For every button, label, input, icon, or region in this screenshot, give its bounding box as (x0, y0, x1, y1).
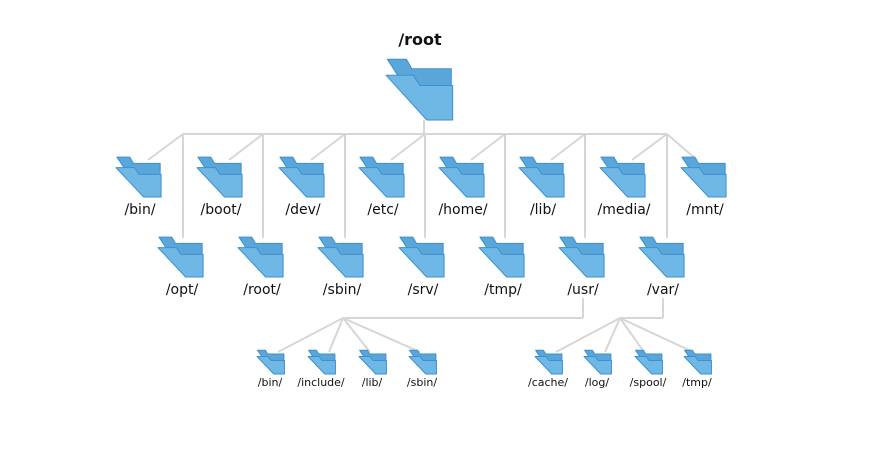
var-child-connector-log (604, 317, 621, 353)
usr-child-label-sbin: /sbin/ (406, 376, 438, 389)
second-row-label-srv: /srv/ (407, 282, 439, 298)
second-row-label-usr: /usr/ (567, 282, 599, 298)
top-connector-boot (228, 133, 264, 161)
top-row-label-media: /media/ (597, 202, 651, 218)
top-row-label-lib: /lib/ (529, 202, 557, 218)
folder-icon-media (599, 156, 646, 198)
folder-icon-var-spool (634, 349, 663, 375)
var-child-connector-cache (555, 317, 621, 353)
second-row-label-sbin: /sbin/ (322, 282, 362, 298)
folder-icon-root-row2 (237, 236, 284, 278)
usr-child-label-bin: /bin/ (257, 376, 283, 389)
second-row-label-tmp: /tmp/ (484, 282, 522, 298)
folder-icon-mnt (680, 156, 727, 198)
folder-icon-home (438, 156, 485, 198)
top-connector-home (470, 133, 506, 161)
top-connector-media (631, 133, 668, 161)
second-row-label-var: /var/ (646, 282, 680, 298)
second-row-label-opt: /opt/ (165, 282, 199, 298)
top-connector-lib (550, 133, 586, 161)
usr-child-connector-lib (342, 317, 371, 353)
top-row-label-dev: /dev/ (285, 202, 321, 218)
folder-icon-tmp-row2 (478, 236, 525, 278)
folder-icon-usr-lib (358, 349, 387, 375)
folder-icon-var-row2 (638, 236, 685, 278)
var-child-label-cache: /cache/ (528, 376, 568, 389)
top-connector-etc (390, 133, 426, 161)
top-row-label-etc: /etc/ (367, 202, 399, 218)
root-folder-icon (385, 58, 454, 121)
folder-icon-var-cache (534, 349, 563, 375)
second-row-label-root: /root/ (243, 282, 281, 298)
folder-icon-dev (278, 156, 325, 198)
var-child-label-log: /log/ (584, 376, 610, 389)
folder-icon-usr-sbin (408, 349, 437, 375)
var-child-connector-spool (619, 317, 645, 353)
folder-icon-srv-row2 (398, 236, 445, 278)
root-label: /root (398, 30, 442, 49)
folder-icon-var-log (583, 349, 612, 375)
top-connector-mnt (666, 133, 698, 161)
usr-child-connector-bin (277, 317, 344, 353)
top-connector-bin (147, 133, 184, 161)
folder-icon-usr-bin (256, 349, 285, 375)
folder-icon-bin (115, 156, 162, 198)
top-row-label-mnt: /mnt/ (686, 202, 724, 218)
usr-child-connector-include (328, 317, 344, 353)
var-child-connector-tmp (619, 317, 694, 353)
top-connector-dev (310, 133, 346, 161)
top-row-label-boot: /boot/ (200, 202, 242, 218)
folder-icon-var-tmp (683, 349, 712, 375)
folder-icon-sbin-row2 (317, 236, 364, 278)
usr-child-label-include: /include/ (297, 376, 345, 389)
folder-icon-lib (518, 156, 565, 198)
top-row-label-home: /home/ (438, 202, 488, 218)
folder-icon-etc (358, 156, 405, 198)
var-child-label-tmp: /tmp/ (682, 376, 712, 389)
folder-icon-boot (196, 156, 243, 198)
connector-lines (147, 120, 698, 353)
folder-icon-opt-row2 (157, 236, 204, 278)
folder-icon-usr-include (307, 349, 336, 375)
usr-child-connector-sbin (342, 317, 421, 353)
var-child-label-spool: /spool/ (629, 376, 667, 389)
usr-child-label-lib: /lib/ (361, 376, 383, 389)
top-row-label-bin: /bin/ (124, 202, 156, 218)
folder-icon-usr-row2 (558, 236, 605, 278)
folder-icons (115, 58, 727, 375)
